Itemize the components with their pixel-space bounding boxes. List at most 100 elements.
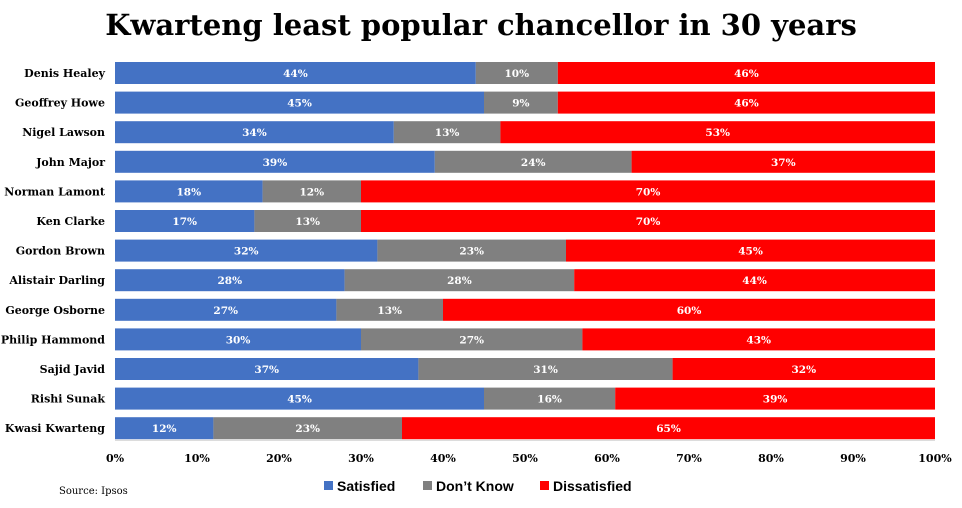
bar-segment	[115, 91, 484, 114]
data-label: 31%	[533, 364, 558, 376]
data-label: 24%	[521, 157, 546, 169]
x-tick-label: 20%	[266, 452, 292, 465]
category-label: Denis Healey	[24, 67, 105, 80]
category-label: Philip Hammond	[1, 333, 105, 346]
bar-segment	[418, 358, 673, 380]
bar-segment	[262, 180, 361, 203]
category-label: John Major	[35, 156, 105, 169]
data-label: 23%	[459, 246, 484, 258]
data-label: 45%	[738, 246, 763, 258]
x-tick-label: 100%	[918, 452, 952, 465]
bar-segment	[500, 121, 935, 144]
category-label: Kwasi Kwarteng	[5, 422, 105, 435]
x-tick-label: 60%	[594, 452, 620, 465]
bar-segment	[115, 298, 337, 321]
data-label: 60%	[677, 305, 702, 317]
category-labels: Denis Healey Geoffrey Howe Nigel Lawson Joh…	[1, 67, 106, 435]
x-tick-label: 70%	[676, 452, 702, 465]
legend-label: Dissatisfied	[553, 478, 632, 494]
data-label: 12%	[152, 423, 177, 435]
legend-label: Satisfied	[337, 478, 395, 494]
bar-segment	[582, 328, 935, 351]
data-label: 13%	[435, 127, 460, 139]
data-label: 43%	[746, 334, 771, 346]
data-label: 53%	[705, 127, 730, 139]
category-label: Nigel Lawson	[22, 126, 105, 139]
x-tick-label: 50%	[512, 452, 538, 465]
data-label: 34%	[242, 127, 267, 139]
bar-segment	[115, 417, 214, 440]
data-label: 17%	[172, 216, 197, 228]
data-label: 13%	[295, 216, 320, 228]
data-label: 70%	[636, 216, 661, 228]
bar-segment	[361, 210, 935, 232]
category-label: Geoffrey Howe	[15, 97, 105, 110]
x-axis: 0% 10% 20% 30% 40% 50% 60% 70% 80% 90% 100%	[106, 439, 952, 465]
chart-title: Kwarteng least popular chancellor in 30 …	[105, 8, 857, 42]
data-label: 9%	[512, 98, 529, 110]
category-label: Sajid Javid	[40, 363, 106, 376]
data-label: 37%	[254, 364, 279, 376]
bar-segment	[402, 417, 935, 440]
bar-segment	[115, 180, 263, 203]
bar-segment	[213, 417, 402, 440]
data-label: 27%	[213, 305, 238, 317]
legend-swatch	[540, 481, 549, 490]
legend: Satisfied Don’t Know Dissatisfied	[324, 478, 632, 494]
bars: 44% 10% 46% 45% 9% 46% 34% 13% 53% 39% 24% 37% 18% 12…	[115, 62, 935, 440]
data-label: 45%	[287, 394, 312, 406]
bar-segment	[484, 91, 558, 114]
data-label: 28%	[218, 275, 243, 287]
bar-segment	[115, 328, 361, 351]
legend-swatch	[324, 481, 333, 490]
bar-segment	[672, 358, 935, 380]
data-label: 32%	[792, 364, 817, 376]
bar-segment	[574, 269, 935, 292]
data-label: 23%	[295, 423, 320, 435]
source-note: Source: Ipsos	[59, 486, 128, 497]
data-label: 44%	[742, 275, 767, 287]
category-label: Ken Clarke	[36, 215, 105, 228]
category-label: Rishi Sunak	[31, 393, 106, 406]
category-label: Alistair Darling	[8, 274, 105, 287]
bar-segment	[115, 269, 345, 292]
legend-swatch	[423, 481, 432, 490]
bar-segment	[393, 121, 501, 144]
data-label: 12%	[300, 186, 325, 198]
data-label: 18%	[177, 186, 202, 198]
legend-label: Don’t Know	[436, 478, 514, 494]
bar-segment	[475, 62, 558, 84]
data-label: 27%	[459, 334, 484, 346]
bar-segment	[443, 298, 935, 321]
bar-segment	[557, 91, 935, 114]
bar-segment	[484, 387, 616, 410]
data-label: 39%	[763, 394, 788, 406]
bar-segment	[115, 358, 419, 380]
data-label: 44%	[283, 68, 308, 80]
bar-segment	[361, 328, 583, 351]
category-label: Norman Lamont	[4, 185, 106, 198]
bar-segment	[336, 298, 443, 321]
data-label: 70%	[636, 186, 661, 198]
data-label: 13%	[377, 305, 402, 317]
bar-segment	[115, 239, 378, 262]
bar-segment	[115, 121, 394, 144]
bar-segment	[344, 269, 575, 292]
x-tick-label: 0%	[106, 452, 125, 465]
bar-segment	[615, 387, 935, 410]
category-label: Gordon Brown	[16, 245, 105, 258]
data-label: 45%	[287, 98, 312, 110]
data-label: 32%	[234, 246, 259, 258]
bar-segment	[566, 239, 935, 262]
bar-segment	[361, 180, 935, 203]
bar-segment	[115, 62, 476, 84]
bar-segment	[115, 387, 484, 410]
data-label: 10%	[505, 68, 530, 80]
x-tick-label: 10%	[184, 452, 210, 465]
bar-segment	[115, 210, 255, 232]
data-label: 37%	[771, 157, 796, 169]
data-label: 39%	[263, 157, 288, 169]
category-label: George Osborne	[5, 304, 105, 317]
bar-segment	[377, 239, 566, 262]
